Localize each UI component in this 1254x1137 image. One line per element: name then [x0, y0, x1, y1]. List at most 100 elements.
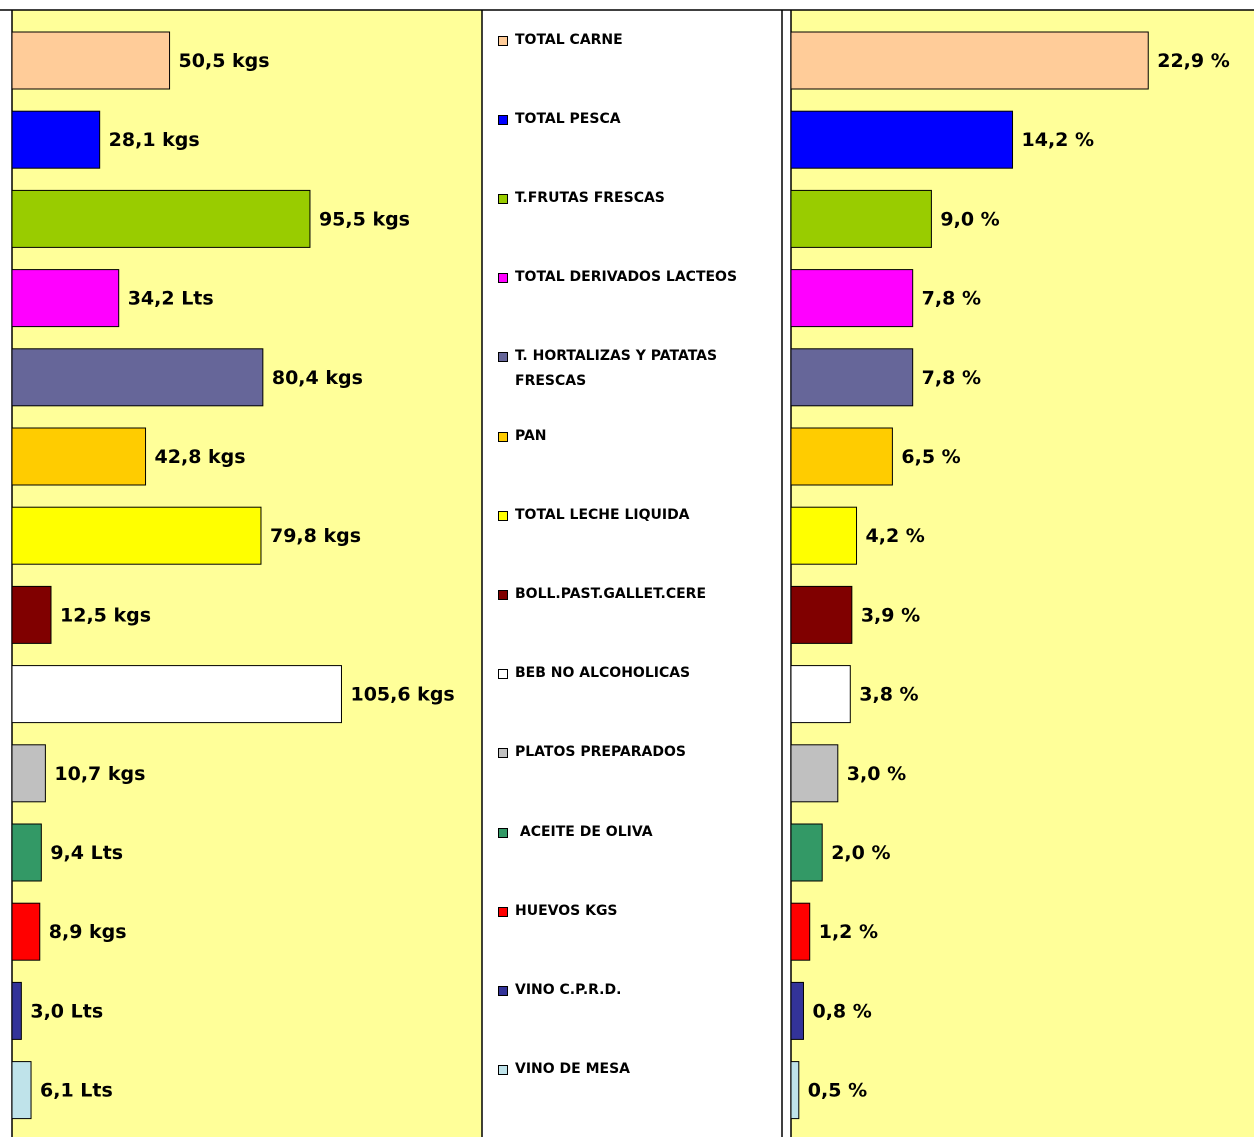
legend-label: BOLL.PAST.GALLET.CERE — [515, 585, 707, 602]
legend-panel — [482, 10, 782, 1137]
bar — [11, 110, 101, 169]
value-label: 3,8 % — [859, 684, 918, 706]
value-label: 0,5 % — [808, 1080, 867, 1102]
legend-label: ACEITE DE OLIVA — [515, 823, 653, 840]
value-label: 3,9 % — [861, 604, 920, 626]
legend-label: TOTAL DERIVADOS LACTEOS — [515, 269, 738, 286]
legend-swatch — [498, 431, 508, 442]
legend-item: HUEVOS KGS — [498, 899, 782, 924]
legend-label: VINO DE MESA — [515, 1061, 631, 1078]
bar — [11, 585, 52, 644]
bar — [11, 348, 264, 407]
legend-label: TOTAL LECHE LIQUIDA — [515, 506, 690, 523]
value-label: 34,2 Lts — [128, 288, 214, 310]
bar — [790, 665, 851, 724]
bar — [11, 189, 311, 248]
value-label: 79,8 kgs — [270, 525, 361, 547]
legend-label: PLATOS PREPARADOS — [515, 744, 686, 761]
bar — [790, 823, 823, 882]
legend-swatch — [498, 1065, 508, 1076]
bar — [790, 1061, 800, 1120]
value-label: 7,8 % — [922, 288, 981, 310]
legend-swatch — [498, 352, 508, 363]
value-label: 95,5 kgs — [319, 208, 410, 230]
legend-label: PAN — [515, 427, 547, 444]
legend-label: HUEVOS KGS — [515, 902, 618, 919]
value-label: 8,9 kgs — [49, 921, 127, 943]
bar — [11, 902, 41, 961]
bar — [11, 981, 22, 1040]
bar — [790, 189, 932, 248]
legend-swatch — [498, 748, 508, 759]
legend-label: T.FRUTAS FRESCAS — [515, 189, 665, 206]
legend-item: PLATOS PREPARADOS — [498, 740, 782, 765]
legend-item: VINO C.P.R.D. — [498, 978, 782, 1003]
value-label: 7,8 % — [922, 367, 981, 389]
value-label: 3,0 Lts — [30, 1000, 103, 1022]
bar — [790, 427, 893, 486]
value-label: 42,8 kgs — [155, 446, 246, 468]
legend-swatch — [498, 985, 508, 996]
legend-label: BEB NO ALCOHOLICAS — [515, 665, 691, 682]
bar — [11, 1061, 32, 1120]
legend-swatch — [498, 193, 508, 204]
value-label: 22,9 % — [1157, 50, 1230, 72]
right-panel — [791, 10, 1254, 1137]
value-label: 6,5 % — [901, 446, 960, 468]
legend-item: ACEITE DE OLIVA — [498, 820, 782, 845]
value-label: 1,2 % — [819, 921, 878, 943]
bar — [790, 110, 1014, 169]
legend-label: TOTAL PESCA — [515, 110, 621, 127]
legend-item: VINO DE MESA — [498, 1057, 782, 1082]
bar — [790, 31, 1149, 90]
value-label: 3,0 % — [847, 763, 906, 785]
legend-item: PAN — [498, 424, 782, 449]
value-label: 28,1 kgs — [109, 129, 200, 151]
bar — [11, 269, 120, 328]
value-label: 10,7 kgs — [54, 763, 145, 785]
bar — [790, 506, 858, 565]
value-label: 80,4 kgs — [272, 367, 363, 389]
bar — [11, 506, 262, 565]
legend-item: T.FRUTAS FRESCAS — [498, 186, 782, 211]
legend-swatch — [498, 510, 508, 521]
value-label: 9,0 % — [940, 208, 999, 230]
legend-swatch — [498, 669, 508, 680]
value-label: 50,5 kgs — [179, 50, 270, 72]
bar — [790, 348, 914, 407]
legend-item: T. HORTALIZAS Y PATATAS FRESCAS — [498, 344, 782, 394]
bar — [790, 744, 839, 803]
value-label: 0,8 % — [812, 1000, 871, 1022]
value-label: 4,2 % — [866, 525, 925, 547]
legend-swatch — [498, 273, 508, 284]
legend-item: TOTAL CARNE — [498, 28, 782, 53]
legend-item: TOTAL DERIVADOS LACTEOS — [498, 265, 782, 290]
legend-swatch — [498, 35, 508, 46]
legend-swatch — [498, 827, 508, 838]
bar — [790, 585, 853, 644]
bar — [11, 823, 42, 882]
bar — [790, 902, 811, 961]
legend-swatch — [498, 114, 508, 125]
value-label: 105,6 kgs — [350, 684, 454, 706]
legend-item: BOLL.PAST.GALLET.CERE — [498, 582, 782, 607]
bar — [11, 31, 171, 90]
bar — [790, 981, 804, 1040]
legend-item: TOTAL PESCA — [498, 107, 782, 132]
bar — [11, 665, 342, 724]
left-panel — [12, 10, 482, 1137]
legend-item: TOTAL LECHE LIQUIDA — [498, 503, 782, 528]
legend-label: TOTAL CARNE — [515, 31, 623, 48]
legend-item: BEB NO ALCOHOLICAS — [498, 661, 782, 686]
value-label: 14,2 % — [1022, 129, 1095, 151]
value-label: 2,0 % — [831, 842, 890, 864]
legend-swatch — [498, 589, 508, 600]
bar — [11, 427, 147, 486]
legend-swatch — [498, 906, 508, 917]
value-label: 9,4 Lts — [50, 842, 123, 864]
bar — [11, 744, 46, 803]
bar — [790, 269, 914, 328]
legend-label: T. HORTALIZAS Y PATATAS FRESCAS — [515, 348, 722, 390]
value-label: 12,5 kgs — [60, 604, 151, 626]
